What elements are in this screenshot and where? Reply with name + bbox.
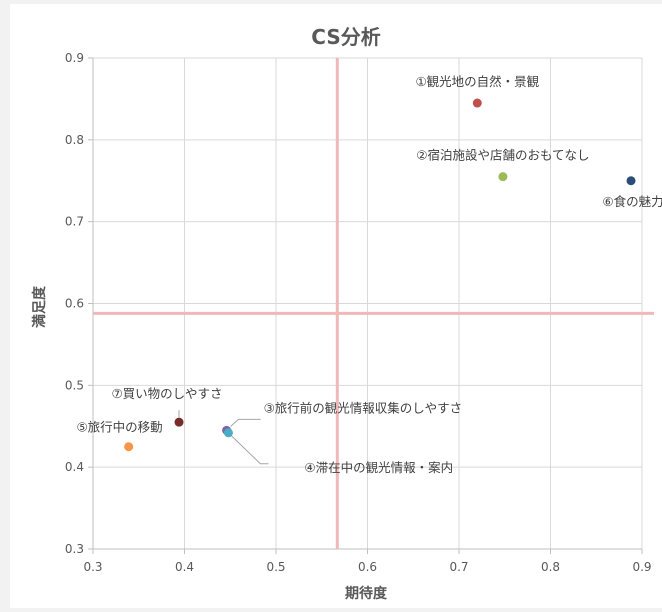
leader-lines: [178, 410, 269, 465]
scatter-chart: CS分析 0.3 0.4 0.5 0.6 0.7 0.8 0.90.30.40.50.60.…: [31, 25, 662, 602]
x-tick-label: 0.9: [632, 560, 651, 574]
data-label: ④滞在中の観光情報・案内: [304, 460, 453, 475]
data-label: ⑥食の魅力: [602, 194, 662, 209]
y-tick-label: 0.6: [65, 297, 84, 311]
axes: 0.3 0.4 0.5 0.6 0.7 0.8 0.9 0.3 0.4 0.5 0.6 0.7 0.8 0…: [65, 51, 652, 574]
x-axis-title: 期待度: [345, 585, 388, 602]
y-tick-label: 0.8: [65, 133, 84, 147]
data-label: ⑤旅行中の移動: [76, 420, 162, 435]
y-tick-label: 0.4: [65, 460, 84, 474]
chart-area: CS分析 0.3 0.4 0.5 0.6 0.7 0.8 0.9 0.3 0.4 0.5 0.6 0.…: [10, 4, 662, 608]
x-tick-label: 0.6: [358, 560, 377, 574]
data-point: [174, 417, 184, 427]
x-tick-label: 0.5: [266, 560, 285, 574]
reference-lines: [93, 58, 654, 549]
x-tick-label: 0.7: [449, 560, 468, 574]
x-tick-label: 0.3: [83, 560, 102, 574]
x-tick-label: 0.8: [541, 560, 560, 574]
y-tick-label: 0.9: [65, 51, 84, 65]
y-tick-label: 0.7: [65, 215, 84, 229]
chart-title: CS分析: [311, 25, 380, 49]
data-label: ③旅行前の観光情報収集のしやすさ: [264, 400, 463, 415]
data-points: [124, 98, 636, 452]
data-point: [498, 172, 508, 182]
data-point: [472, 98, 482, 108]
point-labels: ①観光地の自然・景観 ②宿泊施設や店舗のおもてなし ③旅行前の観光情報収集のしやすさ…: [76, 74, 662, 475]
data-point: [626, 176, 636, 186]
y-tick-label: 0.5: [65, 378, 84, 392]
gridlines: [92, 57, 643, 550]
data-label: ②宿泊施設や店舗のおもてなし: [416, 148, 589, 163]
data-label: ⑦買い物のしやすさ: [111, 386, 222, 401]
data-label: ①観光地の自然・景観: [415, 74, 539, 89]
data-point: [223, 428, 233, 438]
data-point: [124, 442, 134, 452]
y-axis-title: 満足度: [31, 285, 48, 328]
y-tick-label: 0.3: [65, 542, 84, 556]
leader-line: [231, 435, 269, 465]
x-tick-label: 0.4: [175, 560, 194, 574]
leader-line: [230, 418, 261, 427]
